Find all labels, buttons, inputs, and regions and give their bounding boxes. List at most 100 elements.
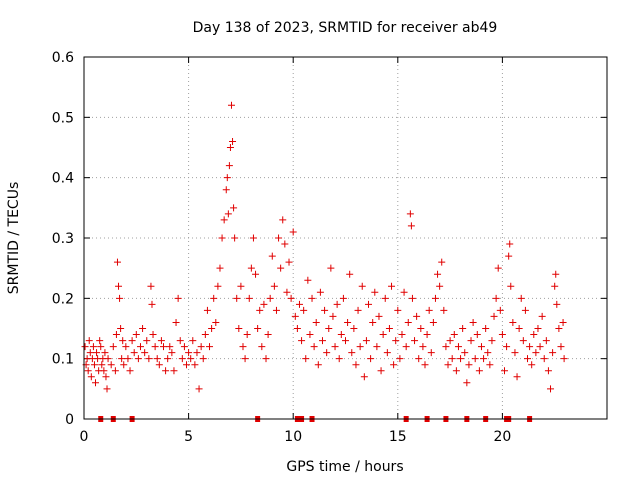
data-point <box>365 300 373 308</box>
data-point <box>104 355 112 363</box>
data-point <box>254 325 262 332</box>
data-point <box>477 343 485 351</box>
data-point <box>203 306 211 314</box>
data-point <box>538 312 546 320</box>
data-point <box>398 331 406 339</box>
data-point <box>241 355 249 363</box>
data-point <box>119 337 127 345</box>
data-point <box>400 288 408 296</box>
data-point <box>214 282 222 290</box>
data-point <box>89 343 97 351</box>
data-point <box>484 349 492 357</box>
data-point <box>187 355 195 363</box>
data-point <box>193 349 201 357</box>
data-point <box>293 325 301 332</box>
data-point <box>392 337 400 345</box>
data-point <box>117 325 125 332</box>
x-axis-label: GPS time / hours <box>286 459 403 475</box>
data-point <box>302 355 310 363</box>
data-point <box>560 355 568 363</box>
data-point <box>300 306 308 314</box>
data-point <box>519 337 527 345</box>
data-point <box>223 174 231 182</box>
data-point <box>377 367 385 375</box>
data-point <box>427 349 435 357</box>
data-point <box>404 318 412 326</box>
data-point <box>517 294 525 302</box>
x-tick-label: 15 <box>389 429 407 445</box>
data-point <box>454 343 462 351</box>
data-point <box>298 337 306 345</box>
data-point <box>381 294 389 302</box>
axis-ticks: 0 0.1 0.2 0.3 0.4 0.5 0.6 0 5 10 15 20 <box>52 50 607 445</box>
data-point <box>145 355 153 363</box>
data-point <box>342 337 349 345</box>
data-point <box>321 306 329 314</box>
data-point <box>155 361 163 369</box>
data-point <box>457 355 465 363</box>
data-point <box>227 101 235 109</box>
data-point <box>220 216 228 224</box>
data-point <box>486 361 494 369</box>
data-point <box>235 325 243 332</box>
data-point <box>360 373 368 381</box>
data-point <box>256 306 264 314</box>
y-tick-label: 0.1 <box>52 352 74 368</box>
data-point <box>90 361 98 369</box>
data-point <box>111 367 119 375</box>
data-point <box>148 300 156 308</box>
data-point <box>166 343 174 351</box>
data-point <box>475 367 483 375</box>
data-point <box>339 294 347 302</box>
data-point <box>233 294 241 302</box>
data-point <box>174 294 182 302</box>
data-point <box>442 343 450 351</box>
data-point <box>153 355 161 363</box>
data-point <box>488 337 496 345</box>
x-tick-label: 20 <box>493 429 511 445</box>
data-point <box>507 282 515 290</box>
data-point <box>536 343 544 351</box>
x-tick-label: 10 <box>284 429 302 445</box>
data-point <box>534 325 542 332</box>
data-point <box>526 343 534 351</box>
data-point <box>197 343 205 351</box>
data-point <box>375 312 383 320</box>
data-point <box>306 331 314 339</box>
data-point <box>500 367 508 375</box>
data-point <box>379 331 387 339</box>
data-point <box>289 228 297 236</box>
data-point <box>151 343 159 351</box>
data-point <box>96 337 104 345</box>
data-point <box>358 282 366 290</box>
data-point <box>126 367 134 375</box>
data-point <box>367 355 375 363</box>
grid-lines <box>84 57 607 419</box>
data-point <box>285 258 293 266</box>
data-point <box>331 343 339 351</box>
data-point <box>81 343 89 351</box>
data-point <box>308 294 316 302</box>
data-point <box>373 343 381 351</box>
data-point <box>434 270 442 278</box>
data-point <box>260 300 268 308</box>
data-point <box>201 331 209 339</box>
data-point <box>247 264 255 272</box>
data-point <box>87 373 95 381</box>
data-point <box>318 337 326 345</box>
data-point <box>421 361 429 369</box>
data-point <box>206 343 214 351</box>
data-point <box>258 343 266 351</box>
data-point <box>98 361 106 369</box>
data-point <box>542 337 550 345</box>
data-point <box>524 355 532 363</box>
data-point <box>419 343 427 351</box>
x-tick-label: 5 <box>184 429 193 445</box>
data-point <box>281 240 289 248</box>
data-point <box>277 264 285 272</box>
data-point <box>86 349 94 357</box>
data-point <box>406 210 414 218</box>
data-point <box>557 343 565 351</box>
data-point <box>84 367 92 375</box>
data-point <box>272 306 280 314</box>
